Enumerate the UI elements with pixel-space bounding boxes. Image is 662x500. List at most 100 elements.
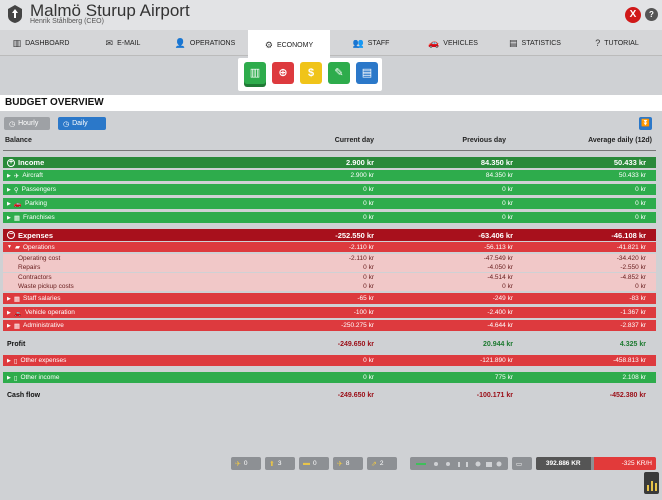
chevron-right-icon[interactable]: ▶ [7, 374, 11, 381]
table-row[interactable]: ▶ 🚗 Parking 0 kr 0 kr 0 kr [3, 198, 656, 209]
chevron-right-icon[interactable]: ▶ [7, 357, 11, 364]
chevron-right-icon[interactable]: ▶ [7, 309, 11, 316]
chevron-right-icon[interactable]: ▶ [7, 186, 11, 193]
collapse-all-icon[interactable]: ⏬ [639, 117, 652, 130]
tab-vehicles[interactable]: 🚗 Vehicles [412, 30, 494, 56]
cell-current: 0 kr [363, 283, 374, 290]
tab-e-mail[interactable]: ✉ E-mail [82, 30, 164, 56]
statistics-icon: ▤ [509, 37, 518, 48]
status-counter[interactable]: ▬ 0 [299, 457, 329, 470]
row-label: Parking [24, 200, 47, 207]
table-row[interactable]: ▶ ▦ Franchises 0 kr 0 kr 0 kr [3, 212, 656, 223]
chevron-right-icon[interactable]: ▶ [7, 172, 11, 179]
counter-value: 3 [277, 460, 282, 467]
chevron-right-icon[interactable]: ▶ [7, 322, 11, 329]
cell-current: 0 kr [363, 186, 374, 193]
passengers-icon: ⚲ [13, 186, 19, 194]
status-counter[interactable]: ⬆ 3 [265, 457, 295, 470]
clock-icon: ◷ [63, 120, 70, 128]
cell-average: 0 kr [635, 186, 646, 193]
cell-current: 0 kr [363, 357, 374, 364]
cell-previous: -100.171 kr [476, 391, 513, 399]
table-row[interactable]: ▶ 🚗 Vehicle operation -100 kr -2.400 kr -1.36… [3, 307, 656, 318]
fees-icon[interactable]: $ [300, 62, 322, 84]
header-divider [3, 150, 656, 151]
status-counter[interactable]: ✈ 8 [333, 457, 363, 470]
contracts-icon[interactable]: ✎ [328, 62, 350, 84]
cell-previous: -249 kr [492, 295, 513, 302]
table-row: Operating cost -2.110 kr -47.549 kr -34.420… [3, 254, 656, 263]
tab-label: Staff [367, 39, 390, 47]
budget-chart-icon[interactable]: ▥ [244, 62, 266, 84]
cell-average: 2.108 kr [622, 374, 647, 381]
cell-current: 2.900 kr [346, 158, 374, 167]
chevron-right-icon[interactable]: ▶ [7, 200, 11, 207]
cell-current: -249.650 kr [337, 391, 374, 399]
cell-average: -2.550 kr [620, 264, 646, 271]
cell-previous: -63.406 kr [478, 230, 513, 240]
stats-icon[interactable] [644, 472, 659, 494]
row-label: Contractors [18, 274, 52, 281]
plus-circle-icon[interactable]: + [7, 158, 15, 167]
clock-icon: ◷ [9, 120, 16, 128]
wallet-icon[interactable]: ▭ [512, 457, 532, 470]
table-row[interactable]: ▶ ▯ Other expenses 0 kr -121.890 kr -458.813 … [3, 355, 656, 366]
table-row[interactable]: ▶ ⚲ Passengers 0 kr 0 kr 0 kr [3, 184, 656, 195]
dashboard-icon: ▥ [12, 37, 22, 48]
depart-icon: ⇗ [371, 460, 377, 468]
flight-timeline[interactable] [410, 457, 508, 470]
counter-value: 0 [243, 460, 248, 467]
tab-economy[interactable]: ⚙ Economy [248, 30, 330, 60]
cell-average: 0 kr [635, 200, 646, 207]
table-row[interactable]: ▶ ✈ Aircraft 2.900 kr 84.350 kr 50.433 kr [3, 170, 656, 181]
chevron-down-icon[interactable]: ▼ [7, 244, 12, 250]
help-icon[interactable]: ? [645, 8, 658, 21]
tab-label: Operations [189, 39, 236, 47]
table-row[interactable]: ▼ ▰ Operations -2.110 kr -56.113 kr -41.821 k… [3, 242, 656, 252]
timeline-icons [416, 461, 502, 467]
hourly-toggle[interactable]: ◷ Hourly [4, 117, 50, 130]
cell-current: 0 kr [363, 274, 374, 281]
tab-staff[interactable]: 👥 Staff [330, 30, 412, 56]
staff-icon: 👥 [352, 37, 364, 48]
cell-previous: 84.350 kr [480, 158, 513, 167]
col-balance: Balance [5, 137, 32, 144]
vehicle-icon: 🚗 [13, 309, 22, 317]
daily-toggle[interactable]: ◷ Daily [58, 117, 106, 130]
airport-logo-icon [8, 5, 22, 23]
other-income-icon: ▯ [13, 374, 18, 382]
cell-current: -65 kr [357, 295, 374, 302]
table-row: + Income 2.900 kr 84.350 kr 50.433 kr [3, 157, 656, 168]
cell-previous: -47.549 kr [483, 255, 513, 262]
status-counter[interactable]: ✈ 0 [231, 457, 261, 470]
table-row: Cash flow -249.650 kr -100.171 kr -452.380 … [3, 389, 656, 401]
table-row[interactable]: ▶ ▯ Other income 0 kr 775 kr 2.108 kr [3, 372, 656, 383]
balance-value: 392.886 KR [536, 457, 591, 470]
close-icon[interactable]: X [625, 7, 641, 23]
cell-previous: 0 kr [502, 283, 513, 290]
tab-statistics[interactable]: ▤ Statistics [494, 30, 576, 56]
table-row[interactable]: ▶ ▦ Staff salaries -65 kr -249 kr -83 kr [3, 293, 656, 304]
cell-previous: 0 kr [502, 200, 513, 207]
row-label: Vehicle operation [24, 309, 75, 316]
row-label: Aircraft [22, 172, 43, 179]
cell-current: -250.275 kr [341, 322, 374, 329]
row-label: Franchises [23, 214, 55, 221]
ceo-name: Henrik Ståhlberg (CEO) [30, 18, 104, 25]
plane-arrive-icon: ✈ [337, 460, 343, 468]
franchises-icon: ▦ [13, 214, 21, 222]
tab-operations[interactable]: 👤 Operations [164, 30, 246, 56]
chevron-right-icon[interactable]: ▶ [7, 214, 11, 221]
status-counter[interactable]: ⇗ 2 [367, 457, 397, 470]
mail-icon: ✉ [105, 37, 114, 48]
cell-current: 2.900 kr [350, 172, 375, 179]
loan-icon[interactable]: ⊕ [272, 62, 294, 84]
header-bar: Malmö Sturup Airport Henrik Ståhlberg (C… [0, 0, 662, 30]
table-row[interactable]: ▶ ▦ Administrative -250.275 kr -4.644 kr -2.8… [3, 320, 656, 331]
tab-dashboard[interactable]: ▥ Dashboard [0, 30, 82, 56]
tab-tutorial[interactable]: ? Tutorial [576, 30, 658, 56]
chevron-right-icon[interactable]: ▶ [7, 295, 11, 302]
minus-circle-icon[interactable]: − [7, 231, 15, 239]
report-icon[interactable]: ▤ [356, 62, 378, 84]
cell-average: -452.380 kr [609, 391, 646, 399]
